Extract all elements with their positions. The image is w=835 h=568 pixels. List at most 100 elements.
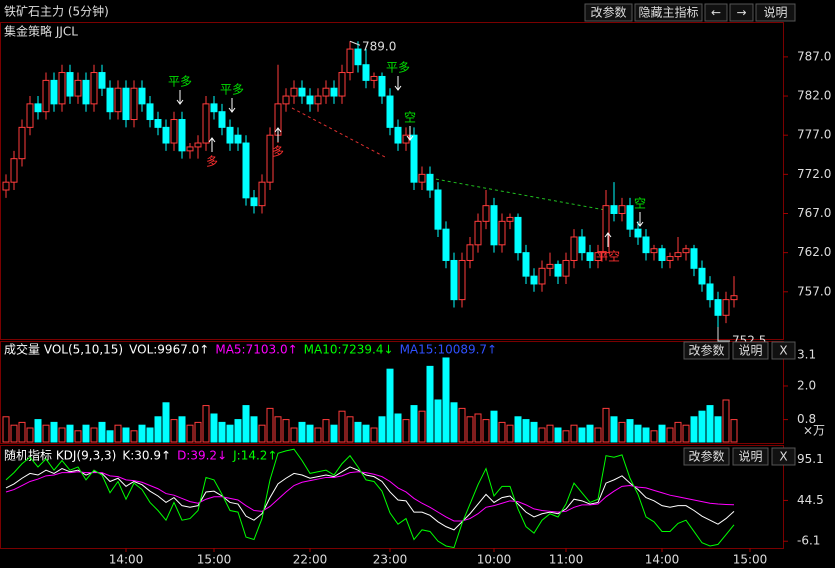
button-label: 改参数 bbox=[688, 343, 724, 358]
y-tick-label: 3.1 bbox=[797, 348, 816, 362]
candle-body bbox=[354, 48, 362, 66]
volume-bar bbox=[386, 368, 394, 443]
candle-body bbox=[226, 126, 234, 144]
volume-bar bbox=[122, 427, 130, 443]
volume-bar bbox=[602, 407, 610, 443]
button-frame bbox=[683, 447, 730, 466]
candle-body bbox=[330, 87, 338, 97]
volume-bar bbox=[546, 424, 554, 443]
button-label: 说明 bbox=[738, 449, 762, 464]
candle-body bbox=[282, 95, 290, 105]
volume-bar bbox=[74, 430, 82, 443]
button[interactable]: X bbox=[771, 341, 796, 360]
button-frame bbox=[771, 341, 796, 360]
volume-bar bbox=[362, 424, 370, 443]
volume-bar bbox=[18, 421, 26, 443]
candle-body bbox=[554, 263, 562, 277]
candle-body bbox=[410, 134, 418, 183]
button[interactable]: X bbox=[771, 447, 796, 466]
button-label: 改参数 bbox=[590, 5, 626, 20]
volume-bar bbox=[722, 399, 730, 443]
button[interactable]: → bbox=[729, 3, 754, 22]
candle-body bbox=[674, 252, 682, 258]
candle-body bbox=[690, 248, 698, 269]
candle-body bbox=[290, 87, 298, 97]
kdj-panel bbox=[0, 445, 784, 549]
volume-bar bbox=[442, 357, 450, 443]
volume-bar bbox=[282, 419, 290, 443]
volume-bar bbox=[666, 427, 674, 443]
x-tick-label: 15:00 bbox=[197, 553, 232, 567]
button-frame bbox=[683, 341, 730, 360]
candle-body bbox=[346, 48, 354, 74]
volume-bar bbox=[562, 430, 570, 443]
button-frame bbox=[771, 447, 796, 466]
indicator-label: 随机指标 KDJ(9,3,3) bbox=[4, 448, 116, 463]
button-frame bbox=[634, 3, 703, 22]
button-label: 隐藏主指标 bbox=[638, 5, 698, 20]
volume-bar bbox=[178, 416, 186, 443]
button[interactable]: 改参数 bbox=[683, 341, 730, 360]
button-frame bbox=[704, 3, 728, 22]
candle-body bbox=[634, 228, 642, 238]
candle-body bbox=[146, 103, 154, 121]
volume-bar bbox=[482, 419, 490, 443]
volume-bar bbox=[234, 419, 242, 443]
candle-body bbox=[266, 134, 274, 183]
volume-bar bbox=[82, 424, 90, 443]
kdj-line bbox=[5, 471, 735, 522]
volume-bar bbox=[730, 419, 738, 443]
volume-bar bbox=[514, 416, 522, 443]
volume-bar bbox=[354, 421, 362, 443]
volume-bar bbox=[186, 424, 194, 443]
candle-body bbox=[514, 216, 522, 254]
volume-bar bbox=[58, 427, 66, 443]
candle-body bbox=[658, 248, 666, 261]
candle-body bbox=[618, 205, 626, 214]
candle-body bbox=[178, 119, 186, 152]
price-panel bbox=[0, 22, 784, 340]
button[interactable]: 改参数 bbox=[584, 3, 633, 22]
candle-body bbox=[154, 119, 162, 128]
candle-body bbox=[538, 267, 546, 285]
candle-body bbox=[242, 142, 250, 199]
button[interactable]: 说明 bbox=[732, 341, 769, 360]
volume-bar bbox=[162, 402, 170, 443]
candle-body bbox=[522, 252, 530, 277]
button[interactable]: 改参数 bbox=[683, 447, 730, 466]
signal-arrow bbox=[604, 232, 612, 247]
button-label: 说明 bbox=[763, 5, 787, 20]
button-label: → bbox=[736, 6, 746, 20]
volume-bar bbox=[314, 427, 322, 443]
volume-bar bbox=[130, 430, 138, 443]
candle-body bbox=[234, 134, 242, 144]
volume-bar bbox=[410, 405, 418, 443]
candle-body bbox=[210, 103, 218, 113]
candle-body bbox=[258, 181, 266, 207]
candle-body bbox=[26, 103, 34, 128]
button-frame bbox=[584, 3, 633, 22]
volume-bar bbox=[306, 424, 314, 443]
button[interactable]: 说明 bbox=[732, 447, 769, 466]
candle-body bbox=[418, 173, 426, 183]
volume-bar bbox=[466, 416, 474, 443]
button-label: 改参数 bbox=[688, 449, 724, 464]
volume-bar bbox=[490, 410, 498, 443]
volume-bar bbox=[650, 430, 658, 443]
kdj-line bbox=[5, 466, 735, 531]
volume-bar bbox=[250, 416, 258, 443]
candle-body bbox=[194, 142, 202, 148]
button[interactable]: 隐藏主指标 bbox=[634, 3, 703, 22]
indicator-label: VOL:9967.0↑ bbox=[129, 343, 209, 357]
candle-body bbox=[642, 236, 650, 254]
y-tick-label: 44.5 bbox=[797, 493, 824, 507]
button-frame bbox=[729, 3, 754, 22]
volume-bar bbox=[66, 424, 74, 443]
candle-body bbox=[298, 87, 306, 97]
button-label: ← bbox=[711, 6, 721, 20]
y-tick-label: 757.0 bbox=[797, 284, 831, 298]
button[interactable]: ← bbox=[704, 3, 728, 22]
button[interactable]: 说明 bbox=[755, 3, 796, 22]
y-tick-label: -6.1 bbox=[797, 534, 820, 548]
x-tick-label: 14:00 bbox=[645, 553, 680, 567]
